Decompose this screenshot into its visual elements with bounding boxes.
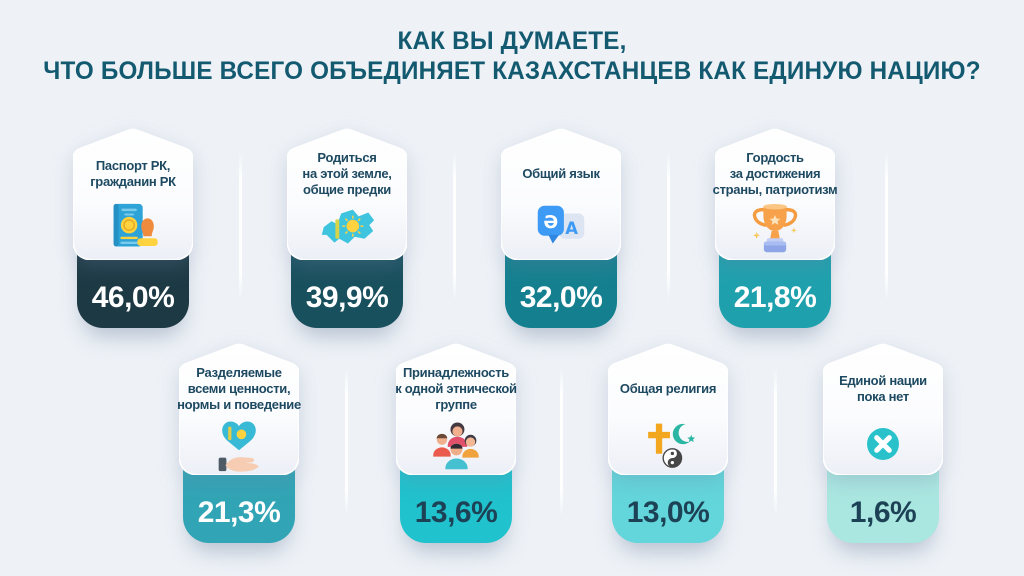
divider [885, 152, 888, 300]
page-title: КАК ВЫ ДУМАЕТЕ, ЧТО БОЛЬШЕ ВСЕГО ОБЪЕДИН… [15, 26, 1008, 86]
percentage-value: 13,0% [626, 496, 710, 529]
percentage-value: 21,3% [197, 496, 281, 529]
divider [239, 152, 242, 300]
result-card-pride: 21,8% Гордость за достижения страны, пат… [712, 128, 838, 328]
percentage-box: 21,3% [183, 447, 295, 543]
percentage-value: 13,6% [414, 496, 498, 529]
svg-text:A: A [565, 219, 578, 238]
passport-icon [102, 198, 164, 260]
divider [560, 368, 563, 516]
card-label: Общая религия [619, 380, 717, 396]
result-card-religion: 13,0% Общая религия [606, 343, 730, 543]
percentage-value: 46,0% [91, 281, 175, 314]
page-title-line2: ЧТО БОЛЬШЕ ВСЕГО ОБЪЕДИНЯЕТ КАЗАХСТАНЦЕВ… [43, 57, 981, 85]
card-label: Разделяемые всеми ценности, нормы и пове… [177, 364, 301, 412]
result-card-no-nation: 1,6% Единой нации пока нет [821, 343, 945, 543]
religion-icon [637, 413, 699, 475]
card-label: Родиться на этой земле, общие предки [302, 149, 392, 197]
card-badge: Родиться на этой земле, общие предки [287, 128, 407, 260]
divider [345, 368, 348, 516]
card-badge: Разделяемые всеми ценности, нормы и пове… [177, 343, 301, 475]
ethnic-group-icon [425, 413, 487, 475]
trophy-icon [744, 198, 806, 260]
card-badge: Гордость за достижения страны, патриотиз… [712, 128, 838, 260]
language-icon: A Ә [530, 198, 592, 260]
card-badge: Общий язык A Ә [501, 128, 621, 260]
divider [667, 152, 670, 300]
card-badge: Единой нации пока нет [823, 343, 943, 475]
page-title-line1: КАК ВЫ ДУМАЕТЕ, [397, 27, 627, 55]
result-card-values: 21,3% Разделяемые всеми ценности, нормы … [177, 343, 301, 543]
result-card-passport: 46,0% Паспорт РК, гражданин РК [71, 128, 195, 328]
svg-text:Ә: Ә [543, 213, 558, 233]
percentage-value: 39,9% [305, 281, 389, 314]
kazakhstan-map-icon [316, 198, 378, 260]
card-label: Общий язык [522, 165, 600, 181]
percentage-value: 21,8% [733, 281, 817, 314]
result-card-language: 32,0% Общий язык A Ә [499, 128, 623, 328]
divider [453, 152, 456, 300]
result-card-land: 39,9% Родиться на этой земле, общие пред… [285, 128, 409, 328]
result-card-ethnicity: 13,6% Принадлежность к одной этнической … [394, 343, 518, 543]
card-badge: Общая религия [608, 343, 728, 475]
heart-hand-icon [208, 413, 270, 475]
no-nation-icon [852, 413, 914, 475]
percentage-value: 1,6% [849, 496, 917, 529]
percentage-value: 32,0% [519, 281, 603, 314]
card-label: Принадлежность к одной этнической группе [395, 364, 517, 412]
card-label: Единой нации пока нет [839, 372, 927, 404]
card-label: Паспорт РК, гражданин РК [90, 157, 176, 189]
divider [774, 368, 777, 516]
card-badge: Паспорт РК, гражданин РК [73, 128, 193, 260]
card-badge: Принадлежность к одной этнической группе [395, 343, 517, 475]
card-label: Гордость за достижения страны, патриотиз… [712, 149, 838, 197]
